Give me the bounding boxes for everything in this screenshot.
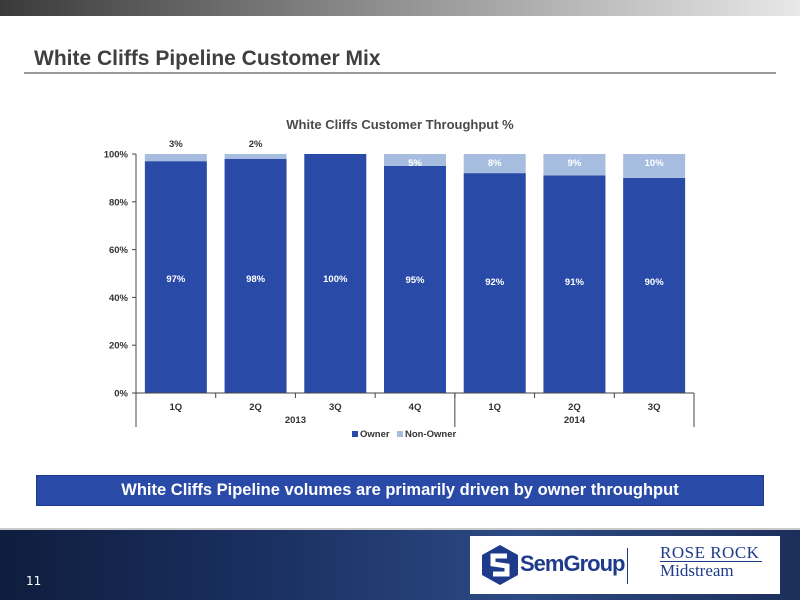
y-tick-label: 60% <box>109 245 129 256</box>
data-label-non-owner: 8% <box>488 158 502 169</box>
bar-non-owner <box>543 154 606 176</box>
y-tick-label: 100% <box>104 150 129 161</box>
slide-title: White Cliffs Pipeline Customer Mix <box>34 47 381 70</box>
bar-owner <box>543 175 606 393</box>
data-label-owner: 90% <box>645 277 665 288</box>
bar-non-owner <box>144 154 207 162</box>
bar-owner <box>463 173 526 393</box>
y-tick-label: 40% <box>109 293 129 304</box>
data-label-owner: 95% <box>405 275 425 286</box>
legend-label-non-owner: Non-Owner <box>405 429 456 440</box>
data-label-non-owner: 10% <box>645 158 665 169</box>
x-tick-label: 4Q <box>409 402 422 413</box>
data-label-non-owner: 9% <box>568 158 582 169</box>
rose-rock-logo: ROSE ROCK Midstream <box>660 544 770 579</box>
x-tick-label: 2Q <box>568 402 581 413</box>
semgroup-logo-text: SemGroup <box>520 551 625 576</box>
footer-bar: 11 SemGroup ROSE ROCK Midstream <box>0 528 800 600</box>
data-label-owner: 98% <box>246 274 266 285</box>
data-label-owner: 91% <box>565 277 585 288</box>
data-label-owner: 97% <box>166 274 186 285</box>
bar-owner <box>224 158 287 393</box>
x-tick-label: 3Q <box>648 402 661 413</box>
bar-non-owner <box>463 154 526 174</box>
data-label-non-owner: 2% <box>249 139 263 150</box>
x-group-label: 2013 <box>285 415 306 426</box>
bar-non-owner <box>224 154 287 159</box>
logo-panel: SemGroup ROSE ROCK Midstream <box>470 536 780 594</box>
callout-banner: White Cliffs Pipeline volumes are primar… <box>36 475 764 506</box>
bar-owner <box>623 177 686 393</box>
data-label-non-owner: 3% <box>169 139 183 150</box>
title-divider <box>24 72 776 74</box>
y-tick-label: 20% <box>109 341 129 352</box>
x-tick-label: 1Q <box>170 402 183 413</box>
y-tick-label: 0% <box>114 389 128 400</box>
data-label-owner: 100% <box>323 274 348 285</box>
data-label-owner: 92% <box>485 277 505 288</box>
rose-rock-logo-line1: ROSE ROCK <box>660 544 762 562</box>
x-group-label: 2014 <box>564 415 586 426</box>
legend-label-owner: Owner <box>360 429 390 440</box>
throughput-chart: White Cliffs Customer Throughput % 0% 20% 4… <box>104 117 695 440</box>
page-number: 11 <box>26 574 42 588</box>
y-tick-label: 80% <box>109 197 129 208</box>
x-tick-label: 2Q <box>249 402 262 413</box>
bar-non-owner <box>384 154 446 166</box>
x-tick-label: 1Q <box>488 402 501 413</box>
logo-divider <box>627 548 628 584</box>
bar-non-owner <box>623 154 686 178</box>
bar-owner <box>144 161 207 393</box>
bar-owner <box>304 154 367 393</box>
chart-title: White Cliffs Customer Throughput % <box>286 117 514 132</box>
bar-owner <box>384 165 446 393</box>
top-gradient-bar <box>0 0 800 16</box>
x-tick-label: 3Q <box>329 402 342 413</box>
legend-swatch-owner <box>352 431 358 437</box>
data-label-non-owner: 5% <box>408 158 422 169</box>
legend-swatch-non-owner <box>397 431 403 437</box>
rose-rock-logo-line2: Midstream <box>660 561 734 580</box>
semgroup-logo-icon <box>482 545 518 585</box>
